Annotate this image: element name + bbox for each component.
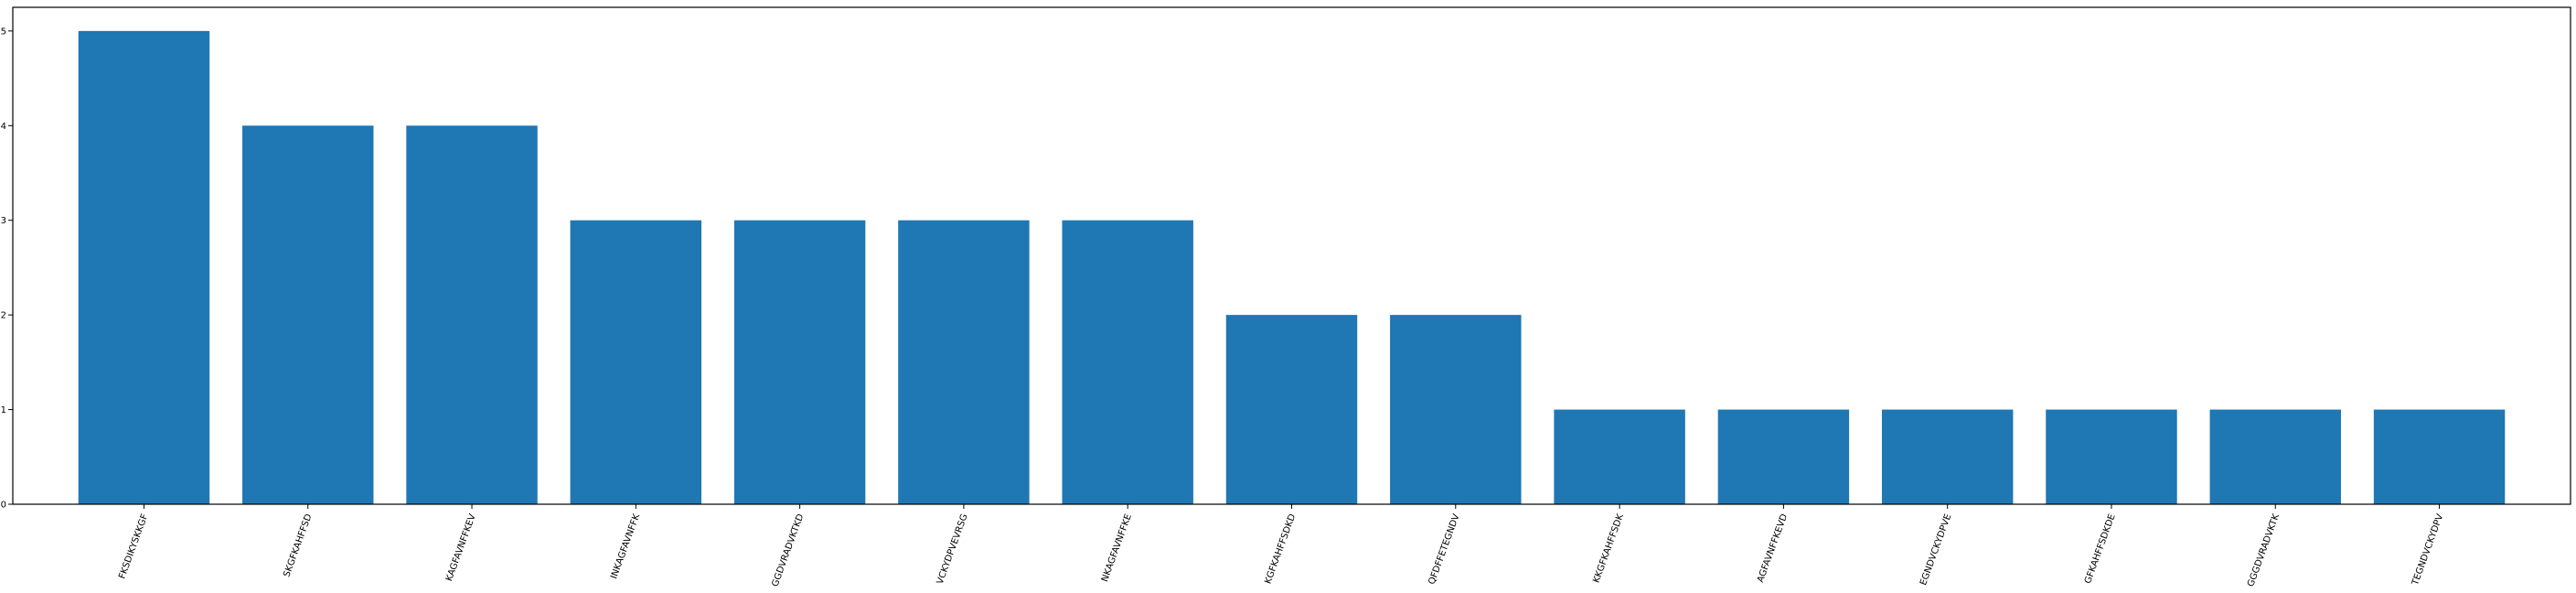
bar-gfkahffsdkde	[2046, 409, 2177, 504]
y-tick-label: 0	[1, 501, 6, 511]
bar-ggdvradvktkd	[733, 220, 866, 504]
y-tick-label: 4	[1, 122, 6, 132]
plot-frame	[12, 6, 2571, 505]
bar-kgfkahffsdkd	[1225, 315, 1358, 504]
bar-kkgfkahffsdk	[1554, 409, 1685, 504]
bar-inkagfavnffk	[570, 220, 702, 504]
bar-egndvckydpve	[1881, 409, 2014, 504]
bar-agfavnffkevd	[1717, 409, 1850, 504]
bar-qfdffetegndv	[1390, 315, 1522, 504]
y-tick-label: 5	[1, 27, 6, 37]
bar-skgfkahffsd	[242, 125, 374, 505]
y-tick-label: 1	[1, 405, 6, 415]
bars-layer	[78, 30, 2506, 505]
bar-tegndvckydpv	[2373, 409, 2506, 504]
bar-fksdikyskkgf	[78, 30, 210, 505]
y-tick-label: 3	[1, 216, 6, 226]
bar-kagfavnffkev	[406, 125, 538, 505]
bar-vckydpvevrsg	[898, 220, 1030, 504]
y-axis: 0 1 2 3 4 5	[1, 27, 13, 511]
bar-gggdvradvktk	[2209, 409, 2341, 504]
y-tick-label: 2	[1, 311, 6, 321]
bar-nkagfavnffke	[1062, 220, 1193, 504]
